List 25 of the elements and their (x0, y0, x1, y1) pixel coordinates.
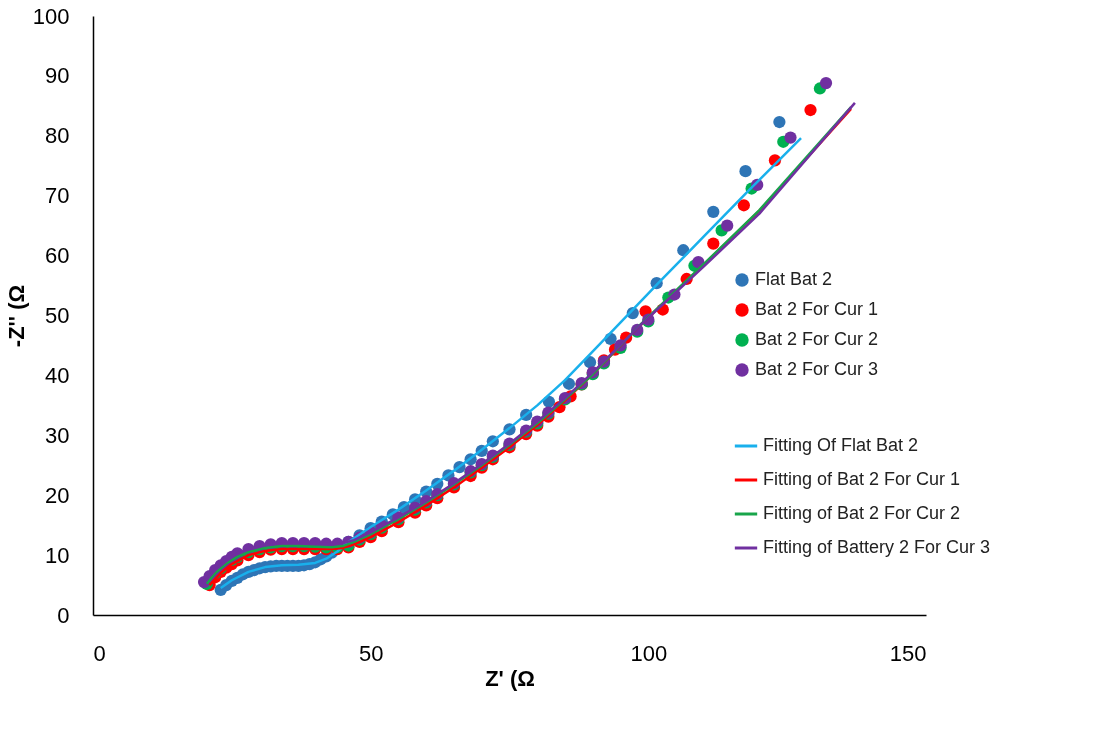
x-tick-label: 0 (93, 640, 106, 666)
y-tick-label: 20 (45, 482, 70, 508)
legend-label: Fitting of Bat 2 For Cur 2 (763, 503, 961, 523)
y-tick-label: 30 (45, 422, 70, 448)
y-tick-label: 80 (45, 123, 70, 149)
legend-label: Bat 2 For Cur 1 (755, 299, 879, 319)
legend-label: Bat 2 For Cur 2 (755, 329, 879, 349)
y-tick-label: 0 (57, 602, 70, 628)
y-axis-title: -Z'' (Ω (3, 284, 29, 348)
legend-label: Fitting of Bat 2 For Cur 1 (763, 469, 961, 489)
y-tick-label: 40 (45, 362, 70, 388)
legend-label: Fitting Of Flat Bat 2 (763, 435, 919, 455)
x-axis-title: Z' (Ω (485, 665, 535, 691)
legend-label: Flat Bat 2 (755, 269, 833, 289)
y-tick-label: 10 (45, 542, 70, 568)
y-tick-label: 70 (45, 183, 70, 209)
y-tick-label: 100 (32, 3, 70, 29)
y-tick-label: 50 (45, 303, 70, 328)
legend-label: Bat 2 For Cur 3 (755, 359, 879, 379)
legend-label: Fitting of Battery 2 For Cur 3 (763, 537, 991, 557)
x-tick-label: 50 (358, 640, 384, 666)
y-tick-label: 90 (45, 63, 70, 89)
y-tick-label: 60 (45, 243, 70, 269)
x-tick-label: 150 (889, 640, 927, 666)
x-tick-label: 100 (630, 640, 668, 666)
